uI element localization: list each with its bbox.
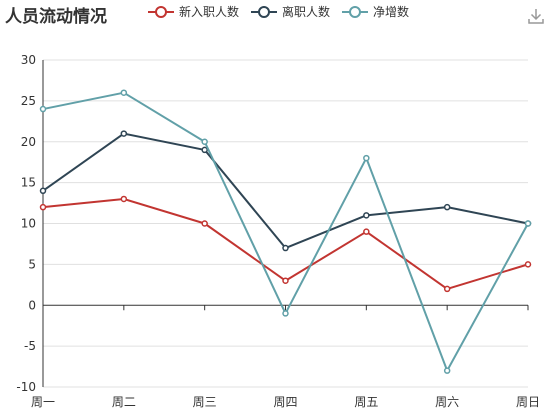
y-tick-label: 5: [28, 257, 36, 271]
data-point-2: [39, 105, 47, 113]
x-tick-label: 周五: [354, 395, 378, 409]
data-point-1: [120, 130, 128, 137]
y-tick-label: 0: [28, 298, 36, 312]
legend-marker-icon: [342, 5, 369, 18]
x-tick-label: 周四: [273, 395, 297, 409]
y-tick-label: -10: [16, 380, 36, 394]
series-line-0: [42, 197, 529, 290]
y-tick-label: 20: [21, 135, 36, 149]
series-line-1: [42, 132, 529, 250]
data-point-0: [524, 261, 532, 268]
data-point-1: [201, 146, 208, 154]
legend-label: 净增数: [373, 5, 410, 19]
legend-label: 新入职人数: [179, 5, 240, 19]
legend-item-series-2[interactable]: 净增数: [342, 3, 409, 20]
data-point-1: [282, 244, 289, 252]
data-point-2: [282, 310, 289, 317]
data-point-1: [443, 203, 451, 211]
data-point-0: [39, 203, 47, 211]
data-point-2: [201, 138, 208, 145]
y-tick-label: 15: [21, 176, 36, 190]
x-tick-label: 周六: [435, 395, 459, 409]
data-point-0: [282, 277, 289, 284]
x-tick-label: 周日: [516, 395, 540, 409]
data-point-2: [524, 220, 532, 227]
data-point-0: [120, 195, 128, 203]
data-point-2: [120, 89, 128, 96]
legend-label: 离职人数: [282, 5, 331, 19]
chart-title: 人员流动情况: [5, 7, 107, 27]
data-point-1: [39, 187, 47, 195]
legend-marker-icon: [251, 5, 278, 18]
legend-item-series-1[interactable]: 离职人数: [251, 3, 330, 20]
data-point-0: [443, 285, 451, 293]
y-tick-label: 10: [21, 217, 36, 231]
legend-item-series-0[interactable]: 新入职人数: [148, 3, 239, 20]
x-tick-label: 周二: [112, 395, 136, 409]
data-point-2: [363, 154, 370, 162]
legend: 新入职人数 离职人数 净增数: [148, 3, 409, 20]
y-tick-label: 30: [21, 53, 36, 67]
y-tick-label: 25: [21, 94, 36, 108]
data-point-0: [201, 220, 208, 227]
data-point-0: [363, 228, 370, 235]
y-tick-label: -5: [24, 339, 36, 353]
x-tick-label: 周一: [31, 395, 55, 409]
x-tick-label: 周三: [193, 395, 217, 409]
data-point-1: [363, 212, 370, 219]
legend-marker-icon: [148, 5, 174, 18]
data-point-2: [443, 367, 451, 374]
download-icon[interactable]: [527, 7, 545, 25]
series-line-2: [42, 91, 529, 372]
